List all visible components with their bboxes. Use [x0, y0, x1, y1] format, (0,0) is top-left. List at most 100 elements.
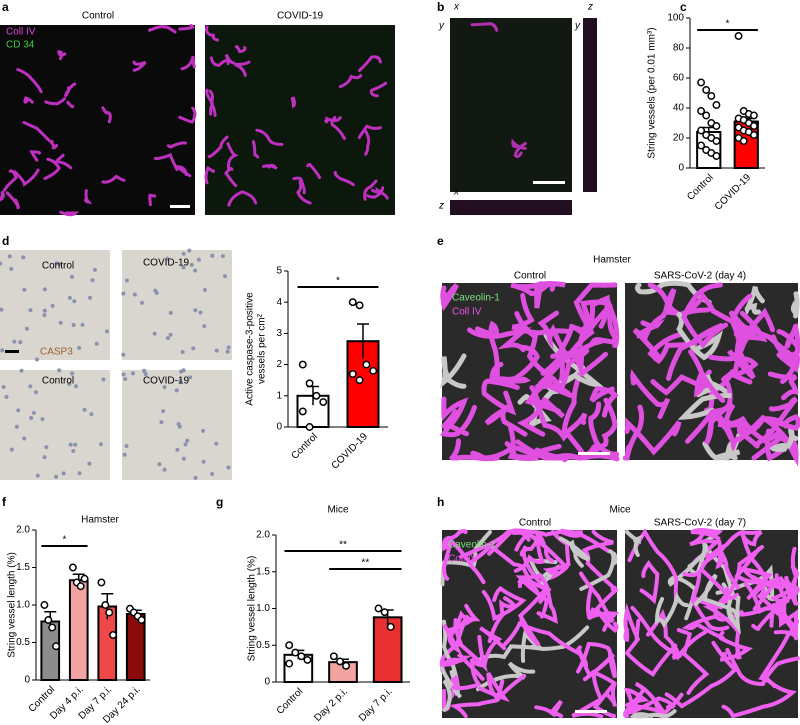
scale-bar — [533, 181, 565, 184]
y-tick-label: 20 — [673, 133, 685, 144]
vessel — [634, 280, 712, 305]
vessel — [23, 96, 34, 104]
nucleus — [162, 385, 167, 390]
nucleus — [202, 287, 207, 292]
data-point — [348, 370, 357, 378]
data-point — [697, 107, 706, 115]
axis-letter: z — [438, 201, 444, 212]
vessel — [180, 55, 196, 71]
vessel — [224, 167, 238, 187]
vessel — [624, 417, 682, 456]
nucleus — [22, 436, 27, 441]
data-point — [342, 661, 350, 670]
y-tick-label: 1.5 — [16, 562, 30, 573]
data-point — [697, 78, 706, 87]
scale-bar — [5, 350, 19, 353]
nucleus — [105, 329, 110, 334]
vessel — [581, 530, 618, 592]
data-point — [319, 398, 328, 406]
nucleus — [16, 408, 21, 413]
vessel — [101, 174, 126, 184]
vessel — [101, 106, 112, 124]
vessel — [204, 165, 216, 185]
nucleus — [69, 274, 74, 279]
data-point — [702, 86, 711, 94]
vessel — [451, 658, 483, 691]
vessel — [132, 60, 147, 72]
vessel — [306, 162, 322, 179]
vessel — [441, 537, 486, 585]
nucleus — [50, 303, 55, 308]
nucleus — [9, 447, 14, 452]
vessel — [290, 96, 296, 109]
nucleus — [210, 471, 215, 476]
vessel — [676, 628, 710, 695]
chart-title: Hamster — [81, 515, 119, 526]
nucleus — [88, 295, 93, 300]
y-tick-label: 1 — [276, 390, 282, 401]
vessel — [516, 396, 565, 437]
y-tick-label: 0.5 — [256, 640, 270, 651]
vessel — [262, 163, 278, 170]
nucleus — [35, 357, 40, 362]
chart-title: Mice — [327, 505, 349, 516]
vessel — [148, 25, 177, 34]
data-point — [749, 131, 758, 139]
legend-label: Coll IV — [452, 307, 482, 318]
vessel — [371, 186, 389, 200]
significance-label: * — [726, 19, 730, 30]
vessel — [234, 45, 247, 54]
y-tick-label: 100 — [667, 13, 684, 24]
vessel — [727, 330, 756, 380]
nucleus — [185, 438, 190, 443]
data-point — [355, 376, 364, 385]
vessel — [469, 626, 507, 668]
vessel — [449, 614, 488, 673]
vessel — [790, 291, 800, 319]
vessel — [513, 529, 546, 573]
image — [0, 25, 195, 215]
image-label: SARS-CoV-2 (day 4) — [654, 271, 746, 282]
nucleus — [71, 449, 76, 454]
nucleus — [140, 300, 145, 305]
vessel — [494, 376, 532, 385]
y-tick-label: 2.0 — [256, 530, 270, 541]
image-label: COVID-19 — [143, 376, 190, 387]
vessel — [767, 371, 799, 401]
data-point — [712, 101, 721, 109]
image — [0, 370, 110, 480]
nucleus — [14, 424, 19, 429]
vessel — [682, 566, 730, 632]
scale-bar — [578, 452, 610, 455]
nucleus — [4, 394, 9, 399]
axis-letter: x — [453, 187, 460, 198]
vessel — [715, 413, 795, 455]
y-tick-label: 40 — [673, 103, 685, 114]
vessel — [44, 97, 66, 106]
image-label: Control — [519, 518, 551, 529]
image — [450, 200, 572, 215]
nucleus — [124, 444, 129, 449]
y-tick-label: 0 — [678, 163, 684, 174]
nucleus — [22, 287, 27, 292]
vessel — [752, 565, 799, 606]
nucleus — [73, 442, 78, 447]
y-tick-label: 2 — [276, 359, 282, 370]
vessel — [333, 171, 355, 187]
nucleus — [124, 278, 129, 283]
significance-label: ** — [339, 540, 347, 551]
legend-label: Caveolin-1 — [452, 293, 500, 304]
nucleus — [143, 372, 148, 377]
panel-letter: c — [680, 0, 687, 14]
legend-label: Coll IV — [448, 554, 478, 565]
vessel — [647, 331, 698, 365]
data-point — [291, 648, 300, 657]
vessel — [685, 403, 736, 444]
vessel — [585, 294, 613, 335]
vessel — [632, 318, 666, 360]
panel-letter: h — [437, 495, 444, 509]
data-point — [702, 111, 711, 120]
y-tick-label: 1.0 — [16, 600, 30, 611]
axis-letter: y — [438, 21, 445, 32]
